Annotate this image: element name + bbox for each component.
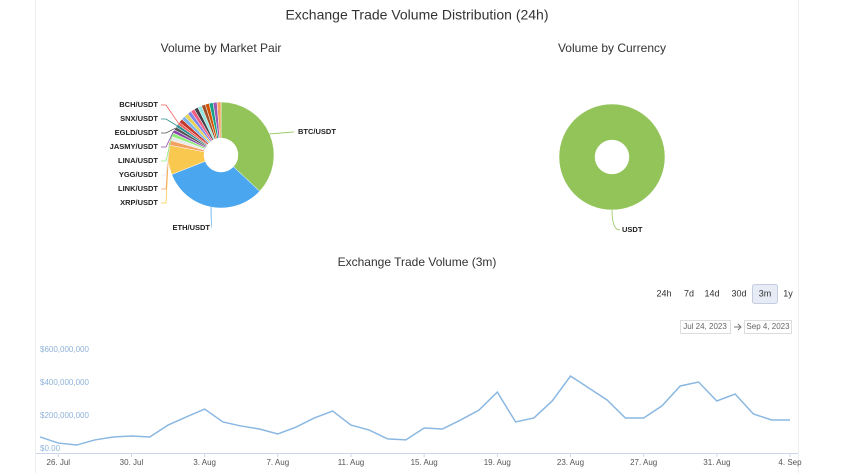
x-tick-label: 31. Aug bbox=[703, 458, 730, 467]
slice-label: BCH/USDT bbox=[119, 100, 158, 109]
range-arrow bbox=[734, 323, 742, 331]
x-tick-label: 4. Sep bbox=[778, 458, 802, 467]
range-button[interactable]: 3m bbox=[759, 288, 772, 298]
x-tick-label: 23. Aug bbox=[557, 458, 584, 467]
y-tick-label: $200,000,000 bbox=[40, 411, 89, 420]
y-tick-label: $400,000,000 bbox=[40, 378, 89, 387]
x-tick-label: 26. Jul bbox=[47, 458, 71, 467]
slice-label: BTC/USDT bbox=[298, 127, 336, 136]
x-tick-label: 30. Jul bbox=[120, 458, 144, 467]
x-tick-label: 11. Aug bbox=[338, 458, 365, 467]
date-to[interactable]: Sep 4, 2023 bbox=[746, 322, 790, 331]
leader-line bbox=[161, 104, 179, 124]
leader-line bbox=[269, 131, 295, 135]
leader-line bbox=[161, 131, 174, 148]
leader-line bbox=[210, 207, 213, 229]
date-from[interactable]: Jul 24, 2023 bbox=[683, 322, 727, 331]
chart-title: Volume by Currency bbox=[558, 41, 666, 55]
slice-label: XRP/USDT bbox=[120, 198, 158, 207]
leader-line bbox=[161, 118, 178, 126]
slice-label: LINA/USDT bbox=[118, 156, 158, 165]
chart-title: Exchange Trade Volume (3m) bbox=[338, 255, 497, 269]
date-from-box[interactable] bbox=[680, 320, 731, 334]
y-tick-label: $600,000,000 bbox=[40, 345, 89, 354]
page-title: Exchange Trade Volume Distribution (24h) bbox=[285, 7, 548, 23]
range-button[interactable]: 1y bbox=[783, 288, 793, 298]
x-tick-label: 7. Aug bbox=[266, 458, 289, 467]
slice-label: LINK/USDT bbox=[118, 184, 158, 193]
x-tick-label: 27. Aug bbox=[630, 458, 657, 467]
range-button[interactable]: 30d bbox=[731, 288, 746, 298]
leader-line bbox=[611, 209, 621, 231]
pie-slice bbox=[558, 103, 666, 211]
x-tick-label: 15. Aug bbox=[411, 458, 438, 467]
slice-label: SNX/USDT bbox=[120, 114, 158, 123]
volume-line bbox=[39, 375, 790, 446]
range-button-selected[interactable] bbox=[752, 284, 778, 304]
pie-slice bbox=[220, 101, 275, 192]
leader-line bbox=[161, 134, 173, 162]
pie-slice bbox=[171, 160, 260, 209]
leader-line bbox=[161, 138, 172, 176]
slice-label: YGG/USDT bbox=[119, 170, 159, 179]
x-tick-label: 19. Aug bbox=[484, 458, 511, 467]
chart-title: Volume by Market Pair bbox=[161, 41, 282, 55]
y-tick-label: $0.00 bbox=[40, 444, 61, 453]
slice-label: EGLD/USDT bbox=[115, 128, 159, 137]
slice-label: USDT bbox=[622, 225, 643, 234]
leader-line bbox=[161, 127, 176, 134]
range-button[interactable]: 14d bbox=[704, 288, 719, 298]
slice-label: JASMY/USDT bbox=[110, 142, 159, 151]
pie-slice bbox=[216, 101, 222, 139]
slice-label: ETH/USDT bbox=[173, 223, 211, 232]
date-to-box[interactable] bbox=[744, 320, 792, 334]
range-button[interactable]: 7d bbox=[684, 288, 694, 298]
x-tick-label: 3. Aug bbox=[193, 458, 216, 467]
range-button[interactable]: 24h bbox=[656, 288, 671, 298]
